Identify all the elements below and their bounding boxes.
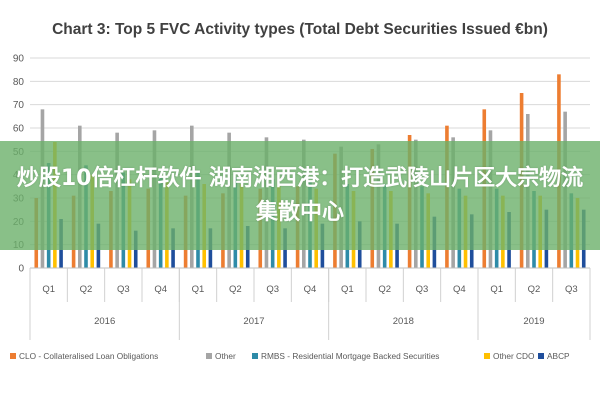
y-tick-label: 80: [13, 77, 25, 88]
x-tick-label: Q2: [378, 284, 391, 295]
legend-swatch: [484, 353, 490, 359]
chart-title: Chart 3: Top 5 FVC Activity types (Total…: [52, 21, 548, 38]
y-tick-label: 0: [18, 264, 24, 275]
x-tick-label: Q4: [453, 284, 466, 295]
legend-label: Other: [215, 351, 236, 361]
legend-swatch: [538, 353, 544, 359]
group-label: 2017: [243, 316, 264, 327]
legend-label: ABCP: [547, 351, 570, 361]
x-axis: Q1 Q2 Q3 Q4 Q1 Q2 Q3 Q4 Q1 Q2 Q3 Q4 Q1 Q2 Q3 2016 2017 20…: [29, 267, 591, 340]
x-tick-label: Q2: [80, 284, 93, 295]
y-tick-label: 70: [13, 100, 25, 111]
legend-swatch: [206, 353, 212, 359]
group-label: 2016: [94, 316, 115, 327]
y-tick-label: 90: [13, 54, 25, 65]
group-label: 2018: [393, 316, 414, 327]
x-tick-label: Q3: [565, 284, 578, 295]
x-tick-label: Q2: [229, 284, 242, 295]
x-tick-label: Q1: [192, 284, 205, 295]
group-label: 2019: [523, 316, 544, 327]
x-tick-label: Q1: [42, 284, 55, 295]
x-tick-label: Q3: [416, 284, 429, 295]
legend-swatch: [10, 353, 16, 359]
x-tick-label: Q3: [266, 284, 279, 295]
legend-label: Other CDO: [493, 351, 535, 361]
y-tick-label: 60: [13, 124, 25, 135]
overlay-headline: 炒股10倍杠杆软件 湖南湘西港：打造武陵山片区大宗物流集散中心: [16, 165, 584, 225]
legend-label: CLO - Collateralised Loan Obligations: [19, 351, 158, 361]
legend: CLO - Collateralised Loan Obligations Oth…: [10, 351, 570, 361]
legend-label: RMBS - Residential Mortgage Backed Secur…: [261, 351, 439, 361]
x-tick-label: Q3: [117, 284, 130, 295]
overlay-banner: 炒股10倍杠杆软件 湖南湘西港：打造武陵山片区大宗物流集散中心: [0, 141, 600, 250]
x-tick-label: Q4: [304, 284, 317, 295]
x-tick-label: Q2: [528, 284, 541, 295]
x-tick-label: Q1: [341, 284, 354, 295]
x-tick-label: Q1: [490, 284, 503, 295]
legend-swatch: [252, 353, 258, 359]
x-tick-label: Q4: [154, 284, 167, 295]
